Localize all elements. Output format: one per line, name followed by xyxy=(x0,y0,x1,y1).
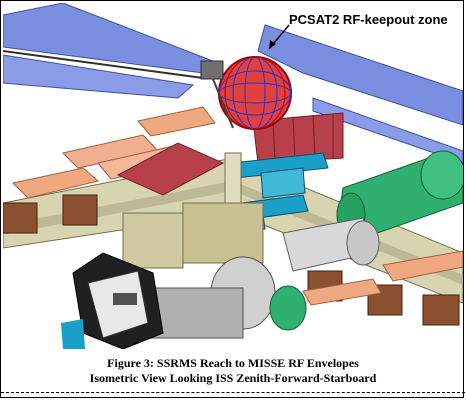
truss-mast xyxy=(122,152,264,269)
iss-cad-rendering xyxy=(3,3,463,349)
callout-label: PCSAT2 RF-keepout zone xyxy=(289,12,448,27)
callout-arrow xyxy=(268,24,290,50)
solar-array-salmon-right xyxy=(302,250,463,306)
figure-caption-subtitle: Isometric View Looking ISS Zenith-Forwar… xyxy=(89,371,377,385)
bottom-divider xyxy=(1,392,465,393)
figure-caption-title: Figure 3: SSRMS Reach to MISSE RF Envelo… xyxy=(107,356,359,370)
space-shuttle xyxy=(72,252,164,349)
gray-modules xyxy=(142,217,380,339)
solar-array-upper-right xyxy=(257,24,463,164)
lower-left-cyan-panel xyxy=(61,319,85,349)
radiator-panels xyxy=(116,112,344,196)
pcsat-mount xyxy=(200,60,234,129)
